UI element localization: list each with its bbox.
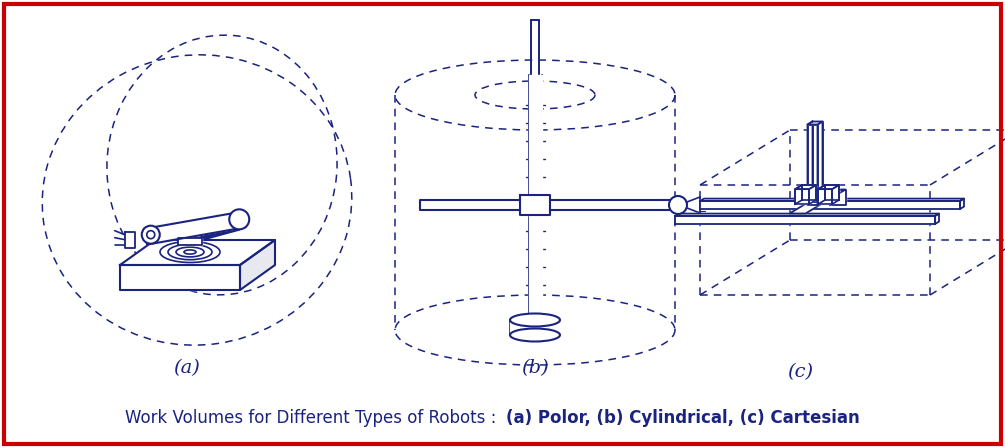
Polygon shape [807,125,817,204]
Polygon shape [240,240,275,290]
Polygon shape [818,189,832,204]
Polygon shape [420,200,520,210]
Polygon shape [795,189,809,204]
Polygon shape [817,121,822,204]
Polygon shape [825,185,839,200]
Polygon shape [125,232,135,248]
Polygon shape [809,185,816,204]
Polygon shape [675,214,939,216]
Polygon shape [960,198,964,209]
Text: (a): (a) [174,359,200,377]
Circle shape [142,226,160,244]
Text: (b): (b) [522,359,549,377]
Polygon shape [818,185,825,204]
Polygon shape [520,195,550,215]
Circle shape [229,209,249,229]
Polygon shape [832,185,839,204]
Text: Work Volumes for Different Types of Robots :: Work Volumes for Different Types of Robo… [126,409,502,427]
Polygon shape [550,200,670,210]
Polygon shape [795,185,802,204]
Ellipse shape [510,328,560,341]
Polygon shape [145,211,245,245]
Polygon shape [510,320,560,335]
Polygon shape [795,185,816,189]
Polygon shape [829,190,845,204]
Polygon shape [935,214,939,224]
Polygon shape [818,185,839,189]
Circle shape [669,196,687,214]
Polygon shape [120,265,240,290]
Circle shape [147,231,155,239]
Polygon shape [675,216,935,224]
Polygon shape [802,185,816,200]
Ellipse shape [510,314,560,327]
Text: (c): (c) [787,363,813,381]
Polygon shape [790,190,845,214]
Polygon shape [178,238,202,245]
Text: (a) Polor, (b) Cylindrical, (c) Cartesian: (a) Polor, (b) Cylindrical, (c) Cartesia… [506,409,859,427]
Polygon shape [700,198,964,201]
Polygon shape [700,201,960,209]
Polygon shape [812,121,822,202]
Polygon shape [807,121,822,125]
Polygon shape [120,240,275,265]
Polygon shape [807,121,812,204]
Polygon shape [529,75,542,320]
